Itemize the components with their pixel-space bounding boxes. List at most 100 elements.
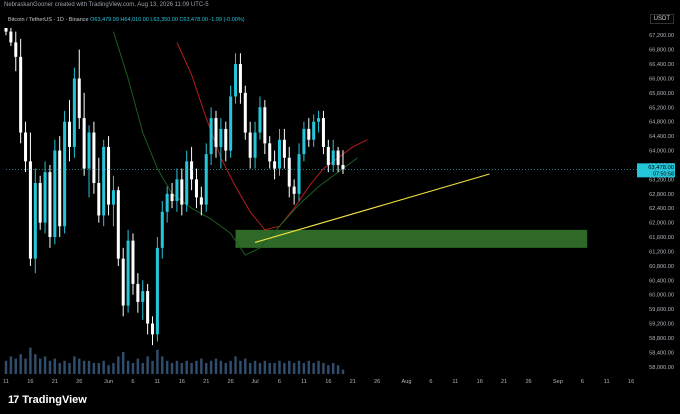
candle-body bbox=[219, 128, 223, 147]
volume-bar bbox=[151, 360, 154, 374]
volume-bar bbox=[38, 358, 42, 374]
volume-bar bbox=[82, 360, 86, 374]
x-tick-label: 6 bbox=[429, 379, 432, 385]
candle-body bbox=[102, 146, 106, 216]
volume-bar bbox=[68, 363, 71, 374]
y-tick-label: 61,200.00 bbox=[649, 249, 674, 255]
symbol-ohlc-line: Bitcoin / TetherUS · 1D · Binance O63,47… bbox=[8, 17, 245, 23]
x-tick-label: 6 bbox=[581, 379, 584, 385]
candle-body bbox=[180, 179, 184, 205]
volume-bar bbox=[219, 360, 223, 374]
y-tick-label: 62,800.00 bbox=[649, 192, 674, 198]
price-tag-price: 63,478.00 bbox=[648, 165, 674, 171]
volume-bar bbox=[224, 363, 227, 374]
x-tick-label: 11 bbox=[452, 379, 458, 385]
candle-body bbox=[204, 154, 208, 205]
volume-bar bbox=[63, 360, 66, 374]
volume-bar bbox=[278, 360, 281, 374]
volume-bar bbox=[205, 363, 208, 374]
volume-bar bbox=[156, 349, 159, 374]
x-tick-label: 21 bbox=[52, 379, 58, 385]
x-tick-label: 11 bbox=[301, 379, 307, 385]
candle-body bbox=[141, 291, 145, 302]
y-tick-label: 58,400.00 bbox=[649, 350, 674, 356]
volume-bar bbox=[121, 352, 125, 374]
candle-body bbox=[107, 146, 111, 205]
candle-body bbox=[268, 143, 272, 162]
volume-bar bbox=[9, 356, 13, 374]
volume-bar bbox=[297, 360, 301, 374]
x-tick-label: Aug bbox=[401, 379, 411, 385]
x-tick-label: 16 bbox=[628, 379, 634, 385]
candle-body bbox=[243, 92, 247, 133]
candle-body bbox=[14, 42, 18, 57]
x-tick-label: 11 bbox=[3, 379, 9, 385]
candle-body bbox=[331, 150, 335, 165]
x-tick-label: 11 bbox=[604, 379, 610, 385]
y-tick-label: 65,200.00 bbox=[649, 105, 674, 111]
y-tick-label: 63,200.00 bbox=[649, 177, 674, 183]
volume-bar bbox=[107, 365, 110, 374]
volume-bar bbox=[190, 363, 193, 374]
candle-body bbox=[258, 107, 262, 133]
candle-body bbox=[209, 118, 213, 155]
x-tick-label: 16 bbox=[477, 379, 483, 385]
candle-body bbox=[136, 283, 140, 302]
volume-bar bbox=[131, 363, 135, 374]
volume-bar bbox=[165, 360, 169, 374]
candle-body bbox=[28, 161, 32, 259]
volume-bar bbox=[292, 363, 296, 374]
volume-bar bbox=[92, 363, 96, 374]
volume-bar bbox=[312, 363, 315, 374]
volume-bar bbox=[258, 363, 262, 374]
volume-bar bbox=[97, 363, 101, 374]
volume-bar bbox=[161, 356, 164, 374]
candle-body bbox=[302, 128, 306, 155]
candle-body bbox=[234, 64, 238, 97]
tradingview-logo-icon: 17 bbox=[8, 394, 19, 406]
volume-bar bbox=[307, 360, 311, 374]
volume-bar bbox=[117, 356, 120, 374]
candle-body bbox=[67, 121, 72, 147]
candle-body bbox=[43, 172, 47, 223]
y-tick-label: 66,400.00 bbox=[649, 62, 674, 68]
y-tick-label: 65,600.00 bbox=[649, 91, 674, 97]
volume-bar bbox=[146, 356, 149, 374]
candle-body bbox=[229, 96, 233, 151]
tradingview-brand[interactable]: 17 TradingView bbox=[8, 394, 87, 406]
candle-body bbox=[273, 161, 277, 169]
y-tick-label: 60,400.00 bbox=[649, 278, 674, 284]
volume-bar bbox=[24, 358, 27, 374]
candle-body bbox=[146, 291, 150, 324]
symbol-name[interactable]: Bitcoin / TetherUS · 1D · Binance bbox=[8, 17, 89, 23]
volume-bar bbox=[14, 358, 17, 374]
support-trendline bbox=[254, 173, 490, 243]
candle-body bbox=[165, 193, 169, 212]
x-tick-label: Jul bbox=[251, 379, 258, 385]
volume-bar bbox=[53, 358, 57, 374]
volume-bar bbox=[175, 360, 179, 374]
candle-body bbox=[87, 132, 91, 169]
volume-bar bbox=[239, 360, 242, 374]
volume-bar bbox=[34, 354, 37, 374]
chart-credit: NebraskanGooner created with TradingView… bbox=[4, 2, 209, 8]
candle-body bbox=[307, 128, 311, 140]
candle-body bbox=[321, 118, 325, 147]
x-tick-label: 26 bbox=[228, 379, 234, 385]
volume-bar bbox=[195, 360, 198, 374]
volume-bar bbox=[78, 358, 81, 374]
candle-body bbox=[336, 150, 340, 165]
x-tick-label: 26 bbox=[374, 379, 380, 385]
candle-body bbox=[9, 31, 13, 43]
candle-body bbox=[19, 56, 23, 133]
y-tick-label: 59,600.00 bbox=[649, 307, 674, 313]
candle-body bbox=[248, 132, 252, 158]
currency-badge[interactable]: USDT bbox=[649, 14, 674, 24]
volume-bar bbox=[283, 363, 286, 374]
candle-body bbox=[253, 132, 257, 158]
x-tick-label: 11 bbox=[154, 379, 160, 385]
volume-bar bbox=[244, 358, 247, 374]
candle-body bbox=[292, 186, 296, 194]
y-tick-label: 60,000.00 bbox=[649, 293, 674, 299]
